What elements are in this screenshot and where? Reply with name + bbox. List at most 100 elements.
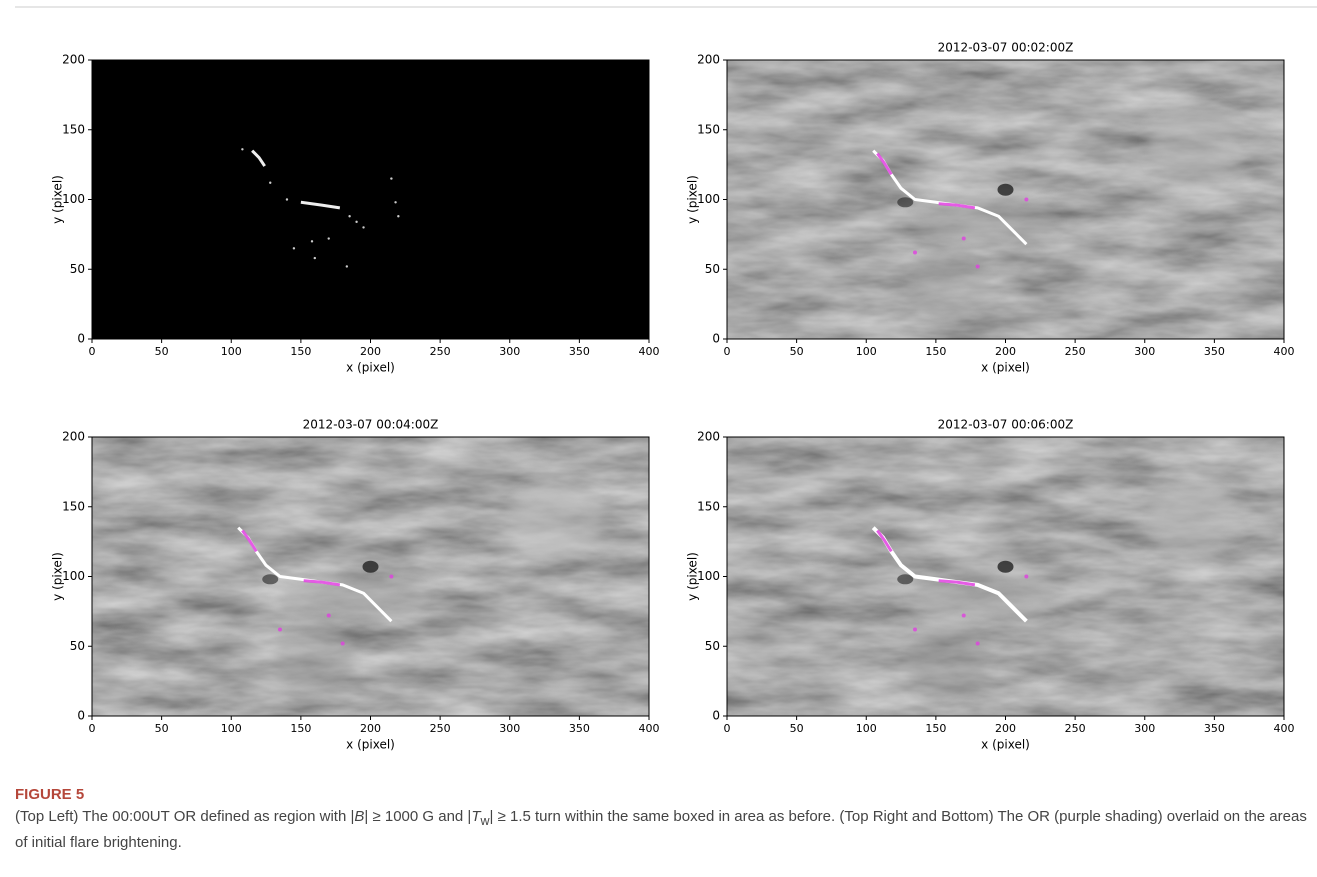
or-shading bbox=[389, 574, 394, 579]
or-pixel bbox=[345, 265, 349, 268]
y-tick-label: 100 bbox=[697, 192, 720, 206]
y-tick-label: 0 bbox=[712, 332, 720, 346]
y-tick-label: 50 bbox=[705, 262, 720, 276]
y-tick-label: 150 bbox=[697, 122, 720, 136]
x-tick-label: 150 bbox=[925, 722, 946, 735]
or-pixel bbox=[241, 148, 244, 151]
x-tick-label: 350 bbox=[1204, 722, 1225, 735]
or-pixel bbox=[327, 237, 330, 240]
x-tick-label: 0 bbox=[89, 345, 96, 358]
x-tick-label: 400 bbox=[639, 722, 660, 735]
image bbox=[92, 60, 649, 339]
or-pixel bbox=[394, 201, 397, 204]
x-tick-label: 50 bbox=[155, 722, 169, 735]
panel: 0 50 100 150 200 250 300 350 400 0 50 100 150 200 x (p… bbox=[51, 418, 660, 752]
or-shading bbox=[340, 641, 345, 646]
or-pixel bbox=[362, 226, 365, 229]
x-tick-label: 0 bbox=[724, 722, 731, 735]
bright-plage bbox=[909, 620, 990, 701]
y-tick-label: 150 bbox=[62, 499, 85, 513]
panel-title: 2012-03-07 00:04:00Z bbox=[303, 418, 439, 432]
image bbox=[727, 437, 1284, 716]
x-axis-label: x (pixel) bbox=[346, 361, 395, 375]
y-tick-label: 0 bbox=[712, 709, 720, 723]
bright-plage bbox=[513, 480, 604, 561]
x-tick-label: 250 bbox=[1065, 345, 1086, 358]
x-tick-label: 50 bbox=[155, 345, 169, 358]
sunspot bbox=[997, 560, 1014, 573]
or-shading bbox=[938, 579, 976, 587]
y-tick-label: 150 bbox=[62, 122, 85, 136]
or-shading bbox=[938, 202, 976, 210]
x-axis-label: x (pixel) bbox=[981, 361, 1030, 375]
x-tick-label: 400 bbox=[1274, 722, 1295, 735]
x-tick-label: 100 bbox=[221, 722, 242, 735]
or-region bbox=[300, 200, 341, 210]
or-shading bbox=[961, 236, 966, 241]
sunspot bbox=[262, 574, 279, 585]
or-shading bbox=[326, 613, 331, 618]
caption-text: | ≥ 1000 G and | bbox=[364, 808, 472, 825]
bright-plage bbox=[914, 195, 1055, 246]
x-tick-label: 250 bbox=[430, 345, 451, 358]
caption-symbol: T bbox=[471, 808, 481, 825]
y-tick-label: 150 bbox=[697, 499, 720, 513]
or-pixel bbox=[310, 240, 314, 243]
caption-label: FIGURE 5 bbox=[15, 786, 85, 803]
x-tick-label: 350 bbox=[569, 345, 590, 358]
bright-plage bbox=[274, 620, 355, 701]
image-background bbox=[92, 60, 649, 339]
or-shading bbox=[876, 152, 893, 176]
caption-symbol: B bbox=[354, 808, 365, 825]
or-shading bbox=[912, 627, 917, 632]
or-pixel bbox=[348, 215, 351, 218]
or-pixel bbox=[355, 220, 358, 224]
x-tick-label: 200 bbox=[995, 722, 1016, 735]
x-tick-label: 100 bbox=[856, 722, 877, 735]
x-tick-label: 150 bbox=[290, 345, 311, 358]
y-tick-label: 100 bbox=[62, 192, 85, 206]
or-shading bbox=[975, 264, 980, 269]
x-tick-label: 150 bbox=[925, 345, 946, 358]
x-tick-label: 250 bbox=[430, 722, 451, 735]
or-shading bbox=[1024, 197, 1029, 202]
x-tick-label: 200 bbox=[995, 345, 1016, 358]
or-shading bbox=[961, 613, 966, 618]
or-shading bbox=[303, 579, 341, 587]
bright-plage bbox=[279, 572, 420, 623]
bright-plage bbox=[914, 572, 1055, 623]
or-region bbox=[251, 149, 266, 167]
caption-text: (Top Left) The 00:00UT OR defined as reg… bbox=[15, 808, 355, 825]
or-pixel bbox=[269, 181, 272, 184]
x-tick-label: 400 bbox=[639, 345, 660, 358]
sunspot bbox=[997, 183, 1014, 196]
bright-plage bbox=[909, 243, 990, 324]
or-shading bbox=[1024, 574, 1029, 579]
or-pixel bbox=[292, 247, 296, 250]
bright-plage bbox=[1148, 103, 1239, 184]
y-tick-label: 50 bbox=[70, 639, 85, 653]
y-tick-label: 200 bbox=[697, 53, 720, 67]
x-tick-label: 350 bbox=[1204, 345, 1225, 358]
or-pixel bbox=[397, 215, 400, 218]
x-tick-label: 250 bbox=[1065, 722, 1086, 735]
y-axis-label: y (pixel) bbox=[686, 175, 700, 224]
x-tick-label: 50 bbox=[790, 345, 804, 358]
y-tick-label: 200 bbox=[62, 53, 85, 67]
x-tick-label: 150 bbox=[290, 722, 311, 735]
y-axis-label: y (pixel) bbox=[51, 552, 65, 601]
y-tick-label: 50 bbox=[70, 262, 85, 276]
or-shading bbox=[975, 641, 980, 646]
y-tick-label: 0 bbox=[77, 332, 85, 346]
y-axis-label: y (pixel) bbox=[686, 552, 700, 601]
x-tick-label: 100 bbox=[221, 345, 242, 358]
y-tick-label: 200 bbox=[697, 430, 720, 444]
or-shading bbox=[876, 529, 893, 553]
or-pixel bbox=[285, 198, 289, 201]
y-tick-label: 50 bbox=[705, 639, 720, 653]
x-tick-label: 300 bbox=[1134, 722, 1155, 735]
bright-plage bbox=[1148, 480, 1239, 561]
y-tick-label: 200 bbox=[62, 430, 85, 444]
caption-text: | ≥ 1.5 turn within the same boxed in ar… bbox=[15, 808, 1307, 851]
